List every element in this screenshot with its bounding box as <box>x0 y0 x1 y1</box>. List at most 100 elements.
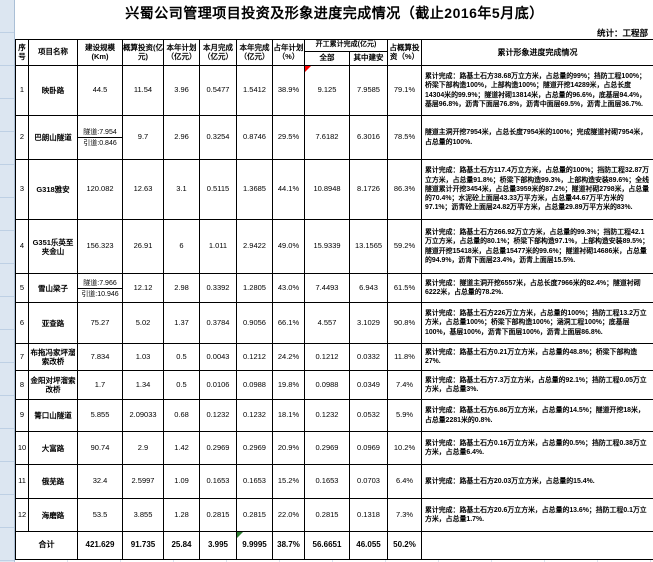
cell-scale[interactable]: 32.4 <box>77 464 123 499</box>
cell-seq[interactable]: 2 <box>15 115 29 160</box>
cell-scale[interactable]: 1.7 <box>77 370 123 400</box>
cell-scale[interactable]: 120.082 <box>77 159 123 220</box>
cell-year-done[interactable]: 0.1212 <box>236 343 273 371</box>
cell-budget[interactable]: 5.02 <box>122 302 164 344</box>
cell-project-name[interactable]: 海磨路 <box>28 498 78 532</box>
cell-pct-budget[interactable]: 11.8% <box>387 343 423 371</box>
cell-year-plan[interactable]: 1.09 <box>163 464 200 499</box>
cell-pct-budget[interactable]: 86.3% <box>387 159 423 220</box>
cell-cum-constr[interactable]: 0.0969 <box>348 431 389 465</box>
cell-budget[interactable]: 1.03 <box>122 343 164 371</box>
cell-scale[interactable]: 90.74 <box>77 431 123 465</box>
cell-project-name[interactable]: 布拖冯家坪溜索改桥 <box>28 343 78 371</box>
cell-cum-total[interactable]: 0.1653 <box>304 464 350 499</box>
cell-seq[interactable]: 3 <box>15 159 29 220</box>
cell-pct-plan[interactable]: 44.1% <box>272 159 305 220</box>
cell-budget[interactable]: 3.855 <box>122 498 164 532</box>
cell-pct-budget[interactable]: 79.1% <box>387 65 423 116</box>
cell-month-done[interactable]: 0.3392 <box>199 273 237 303</box>
cell-progress-note[interactable]: 累计完成：路基土石方20.03万立方米，占总量的15.4%. <box>421 464 653 499</box>
cell-year-done[interactable]: 0.1653 <box>236 464 273 499</box>
cell-pct-budget[interactable]: 5.9% <box>387 399 423 432</box>
cell-cum-total[interactable]: 10.8948 <box>304 159 350 220</box>
cell-seq[interactable]: 8 <box>15 370 29 400</box>
cell-year-plan[interactable]: 2.98 <box>163 273 200 303</box>
cell-cum-total[interactable]: 7.6182 <box>304 115 350 160</box>
cell-year-plan[interactable]: 6 <box>163 219 200 274</box>
cell-total-cum[interactable]: 56.6651 <box>304 531 350 560</box>
cell-pct-plan[interactable]: 15.2% <box>272 464 305 499</box>
cell-month-done[interactable]: 0.2815 <box>199 498 237 532</box>
header-pct-of-plan[interactable]: 占年计划（%） <box>272 39 305 66</box>
cell-scale[interactable]: 156.323 <box>77 219 123 274</box>
cell-cum-constr[interactable]: 6.943 <box>348 273 389 303</box>
cell-progress-note[interactable]: 累计完成：路基土石方226万立方米，占总量的100%；挡防工程13.2万立方米，… <box>421 302 653 344</box>
cell-cum-total[interactable]: 0.1232 <box>304 399 350 432</box>
cell-month-done[interactable]: 1.011 <box>199 219 237 274</box>
cell-pct-plan[interactable]: 49.0% <box>272 219 305 274</box>
cell-progress-note[interactable]: 累计完成：隧道主洞开挖6557米，占总长度7966米的82.4%；隧道衬砌622… <box>421 273 653 303</box>
cell-total-year-done[interactable]: 9.9995 <box>236 531 273 560</box>
cell-cum-total[interactable]: 9.125 <box>304 65 350 116</box>
header-project-name[interactable]: 项目名称 <box>28 39 78 66</box>
cell-month-done[interactable]: 0.5477 <box>199 65 237 116</box>
cell-pct-plan[interactable]: 19.8% <box>272 370 305 400</box>
cell-total-scale[interactable]: 421.629 <box>77 531 123 560</box>
header-progress-desc[interactable]: 累计形象进度完成情况 <box>421 39 653 66</box>
cell-month-done[interactable]: 0.3254 <box>199 115 237 160</box>
cell-budget[interactable]: 26.91 <box>122 219 164 274</box>
cell-cum-constr[interactable]: 13.1565 <box>348 219 389 274</box>
cell-year-done[interactable]: 0.2815 <box>236 498 273 532</box>
cell-month-done[interactable]: 0.3784 <box>199 302 237 344</box>
cell-year-done[interactable]: 2.9422 <box>236 219 273 274</box>
cell-progress-note[interactable]: 累计完成：路基土石方6.86万立方米，占总量的14.5%；隧道开挖18米，占总量… <box>421 399 653 432</box>
cell-budget[interactable]: 11.54 <box>122 65 164 116</box>
cell-total-pct-plan[interactable]: 38.7% <box>272 531 305 560</box>
cell-progress-note[interactable]: 隧道主洞开挖7954米，占总长度7954米的100%；完成隧道衬砌7954米，占… <box>421 115 653 160</box>
cell-scale[interactable]: 53.5 <box>77 498 123 532</box>
cell-month-done[interactable]: 0.0106 <box>199 370 237 400</box>
cell-total-budget[interactable]: 91.735 <box>122 531 164 560</box>
cell-month-done[interactable]: 0.5115 <box>199 159 237 220</box>
cell-progress-note[interactable]: 累计完成：路基土石方20.6万立方米，占总量的13.6%；挡防工程0.1万立方米… <box>421 498 653 532</box>
cell-year-plan[interactable]: 1.28 <box>163 498 200 532</box>
header-scale[interactable]: 建设规模(Km) <box>77 39 123 66</box>
header-cum-total[interactable]: 全部 <box>304 51 350 66</box>
cell-cum-total[interactable]: 0.2815 <box>304 498 350 532</box>
cell-project-name[interactable]: 映卧路 <box>28 65 78 116</box>
cell-seq[interactable]: 11 <box>15 464 29 499</box>
cell-total-label[interactable]: 合计 <box>15 531 78 560</box>
cell-pct-plan[interactable]: 22.0% <box>272 498 305 532</box>
cell-budget[interactable]: 12.63 <box>122 159 164 220</box>
cell-seq[interactable]: 10 <box>15 431 29 465</box>
cell-scale[interactable]: 5.855 <box>77 399 123 432</box>
cell-pct-budget[interactable]: 7.4% <box>387 370 423 400</box>
cell-pct-budget[interactable]: 90.8% <box>387 302 423 344</box>
cell-project-name[interactable]: 俄芜路 <box>28 464 78 499</box>
cell-year-done[interactable]: 0.8746 <box>236 115 273 160</box>
cell-pct-budget[interactable]: 61.5% <box>387 273 423 303</box>
cell-progress-note[interactable]: 累计完成：路基土石方0.16万立方米，占总量的0.5%；挡防工程0.38万立方米… <box>421 431 653 465</box>
cell-year-done[interactable]: 0.0988 <box>236 370 273 400</box>
cell-month-done[interactable]: 0.1653 <box>199 464 237 499</box>
cell-project-name[interactable]: 雪山梁子 <box>28 273 78 303</box>
cell-month-done[interactable]: 0.2969 <box>199 431 237 465</box>
cell-year-done[interactable]: 1.3685 <box>236 159 273 220</box>
cell-pct-plan[interactable]: 18.1% <box>272 399 305 432</box>
header-year-plan[interactable]: 本年计划（亿元） <box>163 39 200 66</box>
cell-cum-constr[interactable]: 0.0703 <box>348 464 389 499</box>
cell-cum-constr[interactable]: 8.1726 <box>348 159 389 220</box>
cell-pct-plan[interactable]: 38.9% <box>272 65 305 116</box>
cell-year-done[interactable]: 0.2969 <box>236 431 273 465</box>
cell-year-plan[interactable]: 1.42 <box>163 431 200 465</box>
cell-total-cum-constr[interactable]: 46.055 <box>348 531 389 560</box>
cell-cum-constr[interactable]: 0.0532 <box>348 399 389 432</box>
cell-cum-constr[interactable]: 0.1318 <box>348 498 389 532</box>
cell-year-plan[interactable]: 2.96 <box>163 115 200 160</box>
cell-project-name[interactable]: 亚查路 <box>28 302 78 344</box>
cell-budget[interactable]: 12.12 <box>122 273 164 303</box>
cell-scale[interactable]: 75.27 <box>77 302 123 344</box>
cell-pct-plan[interactable]: 66.1% <box>272 302 305 344</box>
cell-scale[interactable]: 44.5 <box>77 65 123 116</box>
cell-project-name[interactable]: 大富路 <box>28 431 78 465</box>
